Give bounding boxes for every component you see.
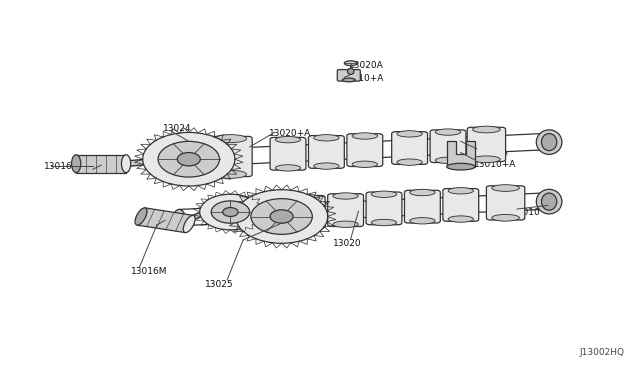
Ellipse shape [492, 185, 520, 191]
FancyBboxPatch shape [430, 130, 466, 163]
Polygon shape [447, 141, 475, 167]
Ellipse shape [294, 223, 320, 229]
FancyBboxPatch shape [270, 137, 306, 170]
Circle shape [211, 201, 250, 223]
Text: 13020A: 13020A [474, 148, 508, 157]
Ellipse shape [214, 135, 246, 142]
FancyBboxPatch shape [347, 134, 383, 167]
Ellipse shape [472, 156, 500, 163]
Polygon shape [76, 155, 126, 173]
Ellipse shape [122, 155, 131, 173]
FancyBboxPatch shape [443, 189, 479, 221]
Ellipse shape [536, 189, 562, 214]
Ellipse shape [410, 218, 435, 224]
Ellipse shape [410, 189, 435, 196]
Ellipse shape [342, 78, 355, 82]
Text: 13025: 13025 [205, 280, 234, 289]
Ellipse shape [448, 216, 474, 222]
Circle shape [251, 199, 312, 234]
FancyBboxPatch shape [328, 194, 364, 227]
Ellipse shape [492, 214, 520, 221]
Ellipse shape [344, 61, 357, 65]
Ellipse shape [214, 170, 246, 178]
Ellipse shape [135, 208, 147, 225]
Ellipse shape [352, 161, 378, 167]
Ellipse shape [545, 133, 556, 150]
Text: 13020+A: 13020+A [269, 129, 311, 138]
Text: 13020: 13020 [333, 239, 362, 248]
Ellipse shape [333, 193, 358, 199]
Ellipse shape [151, 152, 163, 168]
Circle shape [236, 190, 328, 243]
Text: 13010+A: 13010+A [342, 74, 385, 83]
Ellipse shape [333, 221, 358, 227]
Ellipse shape [447, 163, 475, 170]
Ellipse shape [275, 165, 301, 171]
Ellipse shape [256, 225, 282, 231]
Ellipse shape [397, 159, 422, 165]
Ellipse shape [314, 135, 339, 141]
FancyBboxPatch shape [366, 192, 402, 225]
Ellipse shape [275, 137, 301, 143]
Ellipse shape [536, 130, 562, 154]
Text: 13024: 13024 [163, 124, 192, 133]
Polygon shape [137, 208, 193, 232]
FancyBboxPatch shape [404, 190, 440, 223]
FancyBboxPatch shape [467, 127, 506, 161]
Text: 13016M: 13016M [44, 162, 80, 171]
FancyBboxPatch shape [486, 186, 525, 220]
Circle shape [158, 141, 220, 177]
Circle shape [143, 132, 235, 186]
Circle shape [270, 210, 293, 223]
Text: 13010: 13010 [512, 208, 541, 217]
Ellipse shape [472, 126, 500, 133]
Ellipse shape [541, 134, 557, 151]
Ellipse shape [435, 129, 461, 135]
Ellipse shape [256, 196, 282, 203]
Ellipse shape [352, 133, 378, 139]
Ellipse shape [314, 163, 339, 169]
FancyBboxPatch shape [209, 137, 252, 177]
Text: 13016M: 13016M [131, 267, 168, 276]
Ellipse shape [348, 68, 354, 74]
Circle shape [223, 208, 238, 217]
Ellipse shape [371, 191, 397, 198]
FancyBboxPatch shape [251, 197, 287, 230]
Text: J13002HQ: J13002HQ [579, 348, 624, 357]
FancyBboxPatch shape [337, 70, 360, 81]
Text: 13010+A: 13010+A [474, 160, 516, 169]
FancyBboxPatch shape [289, 195, 325, 228]
Ellipse shape [545, 193, 556, 209]
Ellipse shape [448, 187, 474, 194]
Circle shape [177, 153, 200, 166]
Ellipse shape [397, 131, 422, 137]
Ellipse shape [173, 209, 185, 226]
FancyBboxPatch shape [392, 132, 428, 164]
Circle shape [200, 194, 261, 230]
Ellipse shape [435, 157, 461, 164]
Ellipse shape [541, 193, 557, 210]
Ellipse shape [371, 219, 397, 226]
Text: 13020A: 13020A [349, 61, 383, 70]
Ellipse shape [183, 215, 195, 232]
FancyBboxPatch shape [308, 135, 344, 168]
Ellipse shape [72, 155, 81, 173]
Ellipse shape [294, 195, 320, 201]
